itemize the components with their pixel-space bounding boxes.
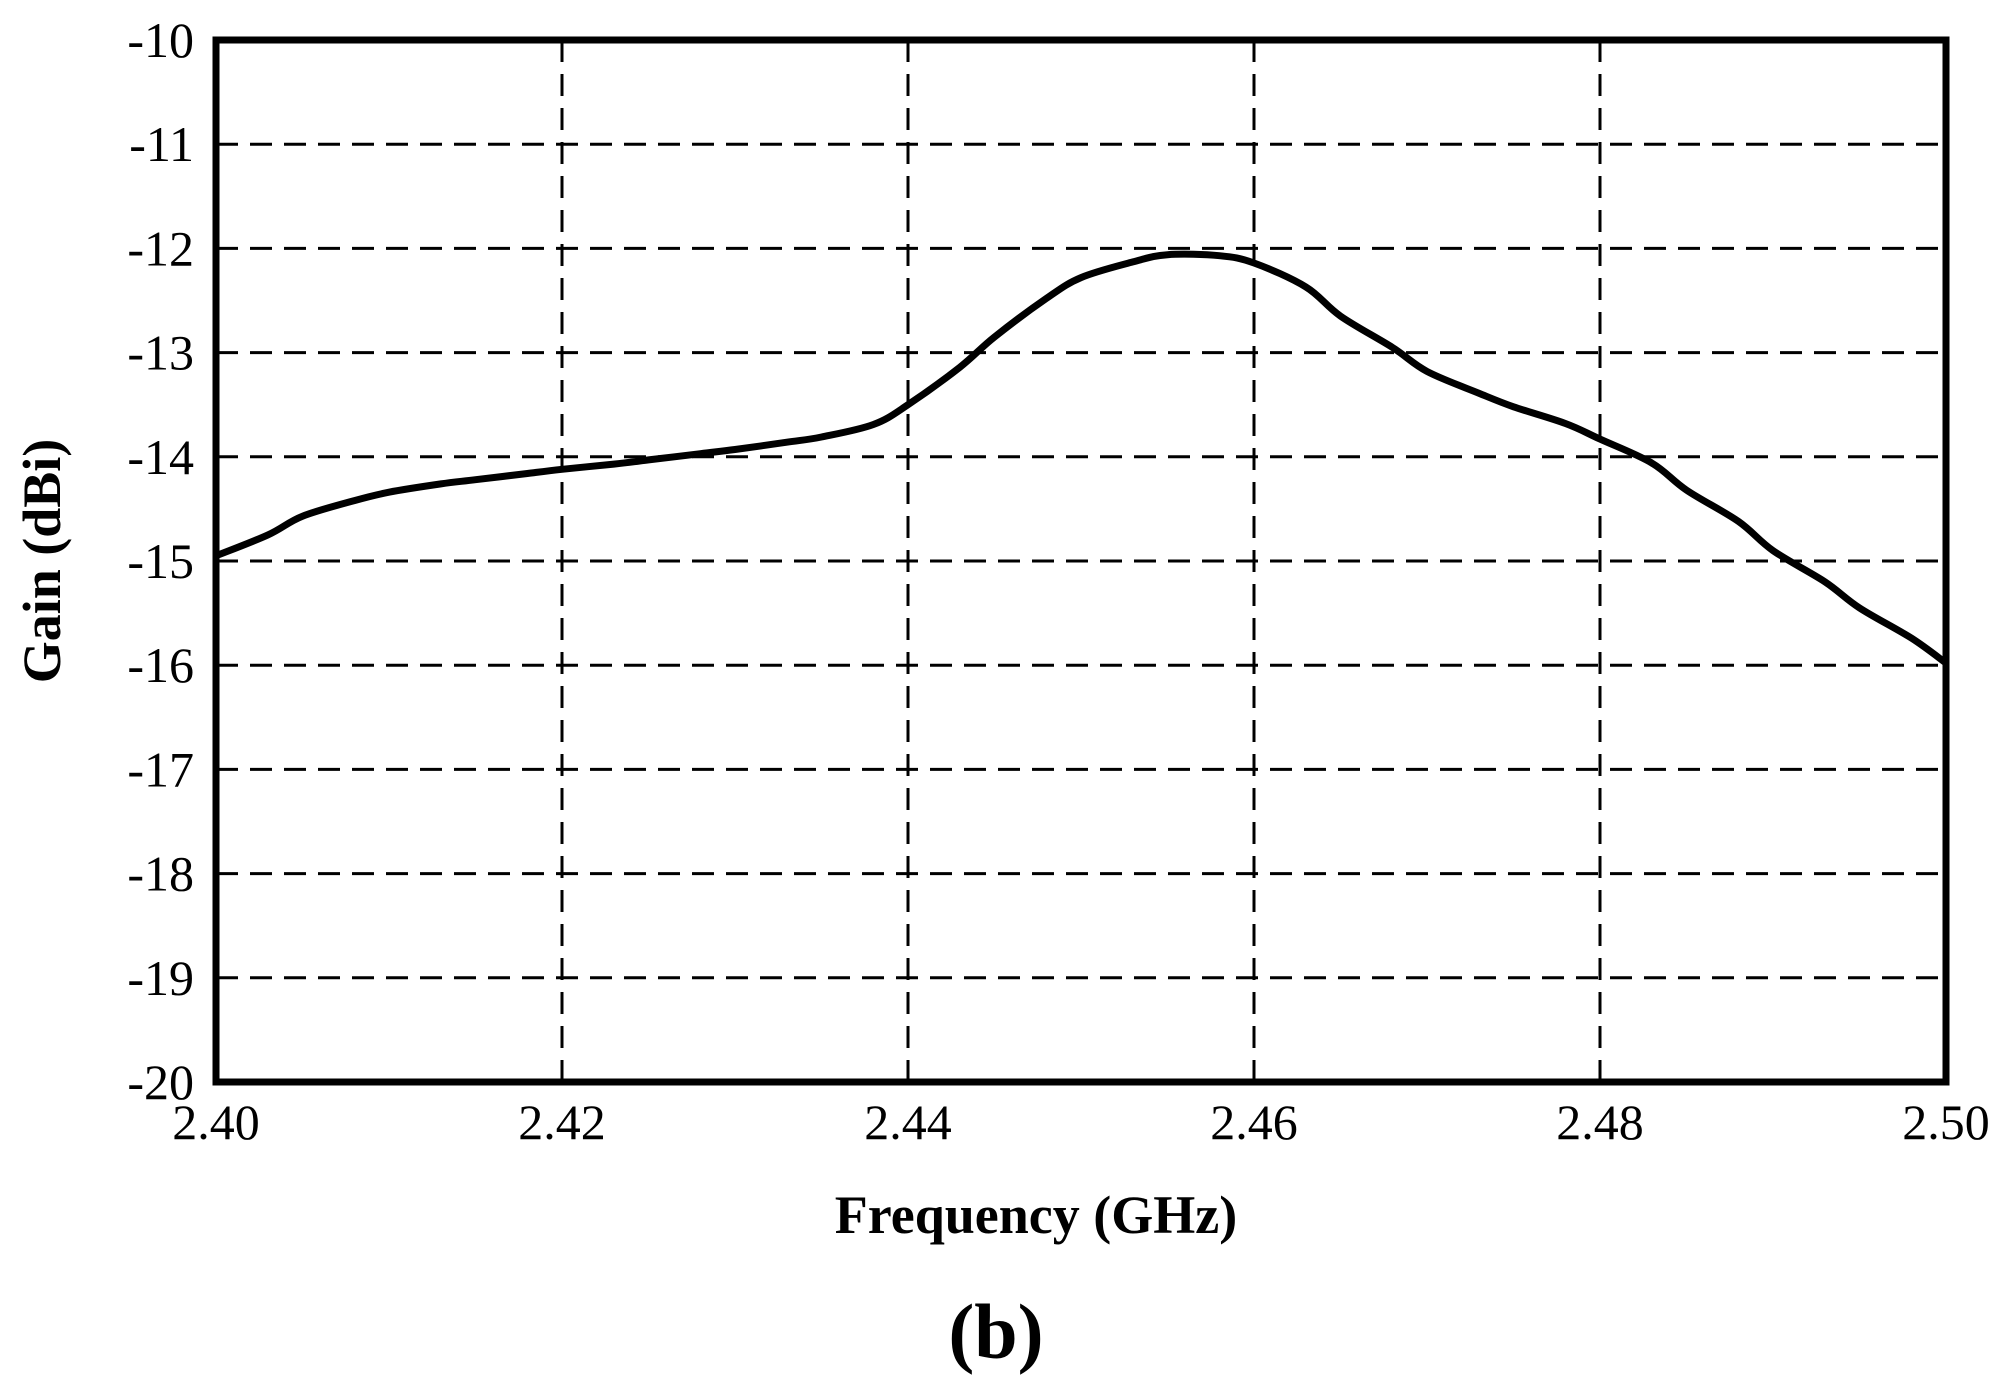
x-tick-label: 2.40	[172, 1094, 260, 1150]
x-tick-label: 2.44	[864, 1094, 952, 1150]
y-tick-label: -16	[127, 637, 194, 693]
y-tick-label: -14	[127, 429, 194, 485]
x-tick-label: 2.48	[1556, 1094, 1644, 1150]
y-tick-label: -15	[127, 533, 194, 589]
plot-frame	[212, 36, 1950, 1086]
x-axis-title: Frequency (GHz)	[835, 1185, 1237, 1245]
x-tick-label: 2.46	[1210, 1094, 1298, 1150]
y-tick-label: -20	[127, 1054, 194, 1110]
y-tick-label: -17	[127, 741, 194, 797]
x-axis-ticks: 2.40 2.42 2.44 2.46 2.48 2.50	[172, 1094, 1990, 1150]
y-tick-label: -10	[127, 12, 194, 68]
figure-caption: (b)	[948, 1288, 1043, 1375]
y-axis-title: Gain (dBi)	[12, 439, 72, 684]
x-tick-label: 2.42	[518, 1094, 606, 1150]
y-tick-label: -12	[127, 220, 194, 276]
grid-lines	[216, 40, 1946, 1082]
y-tick-label: -18	[127, 846, 194, 902]
x-tick-label: 2.50	[1902, 1094, 1990, 1150]
y-tick-label: -19	[127, 950, 194, 1006]
y-tick-label: -11	[129, 116, 194, 172]
gain-series-line	[212, 250, 1950, 667]
y-tick-label: -13	[127, 325, 194, 381]
y-axis-ticks: -10 -11 -12 -13 -14 -15 -16 -17 -18 -19 -20	[127, 12, 194, 1110]
